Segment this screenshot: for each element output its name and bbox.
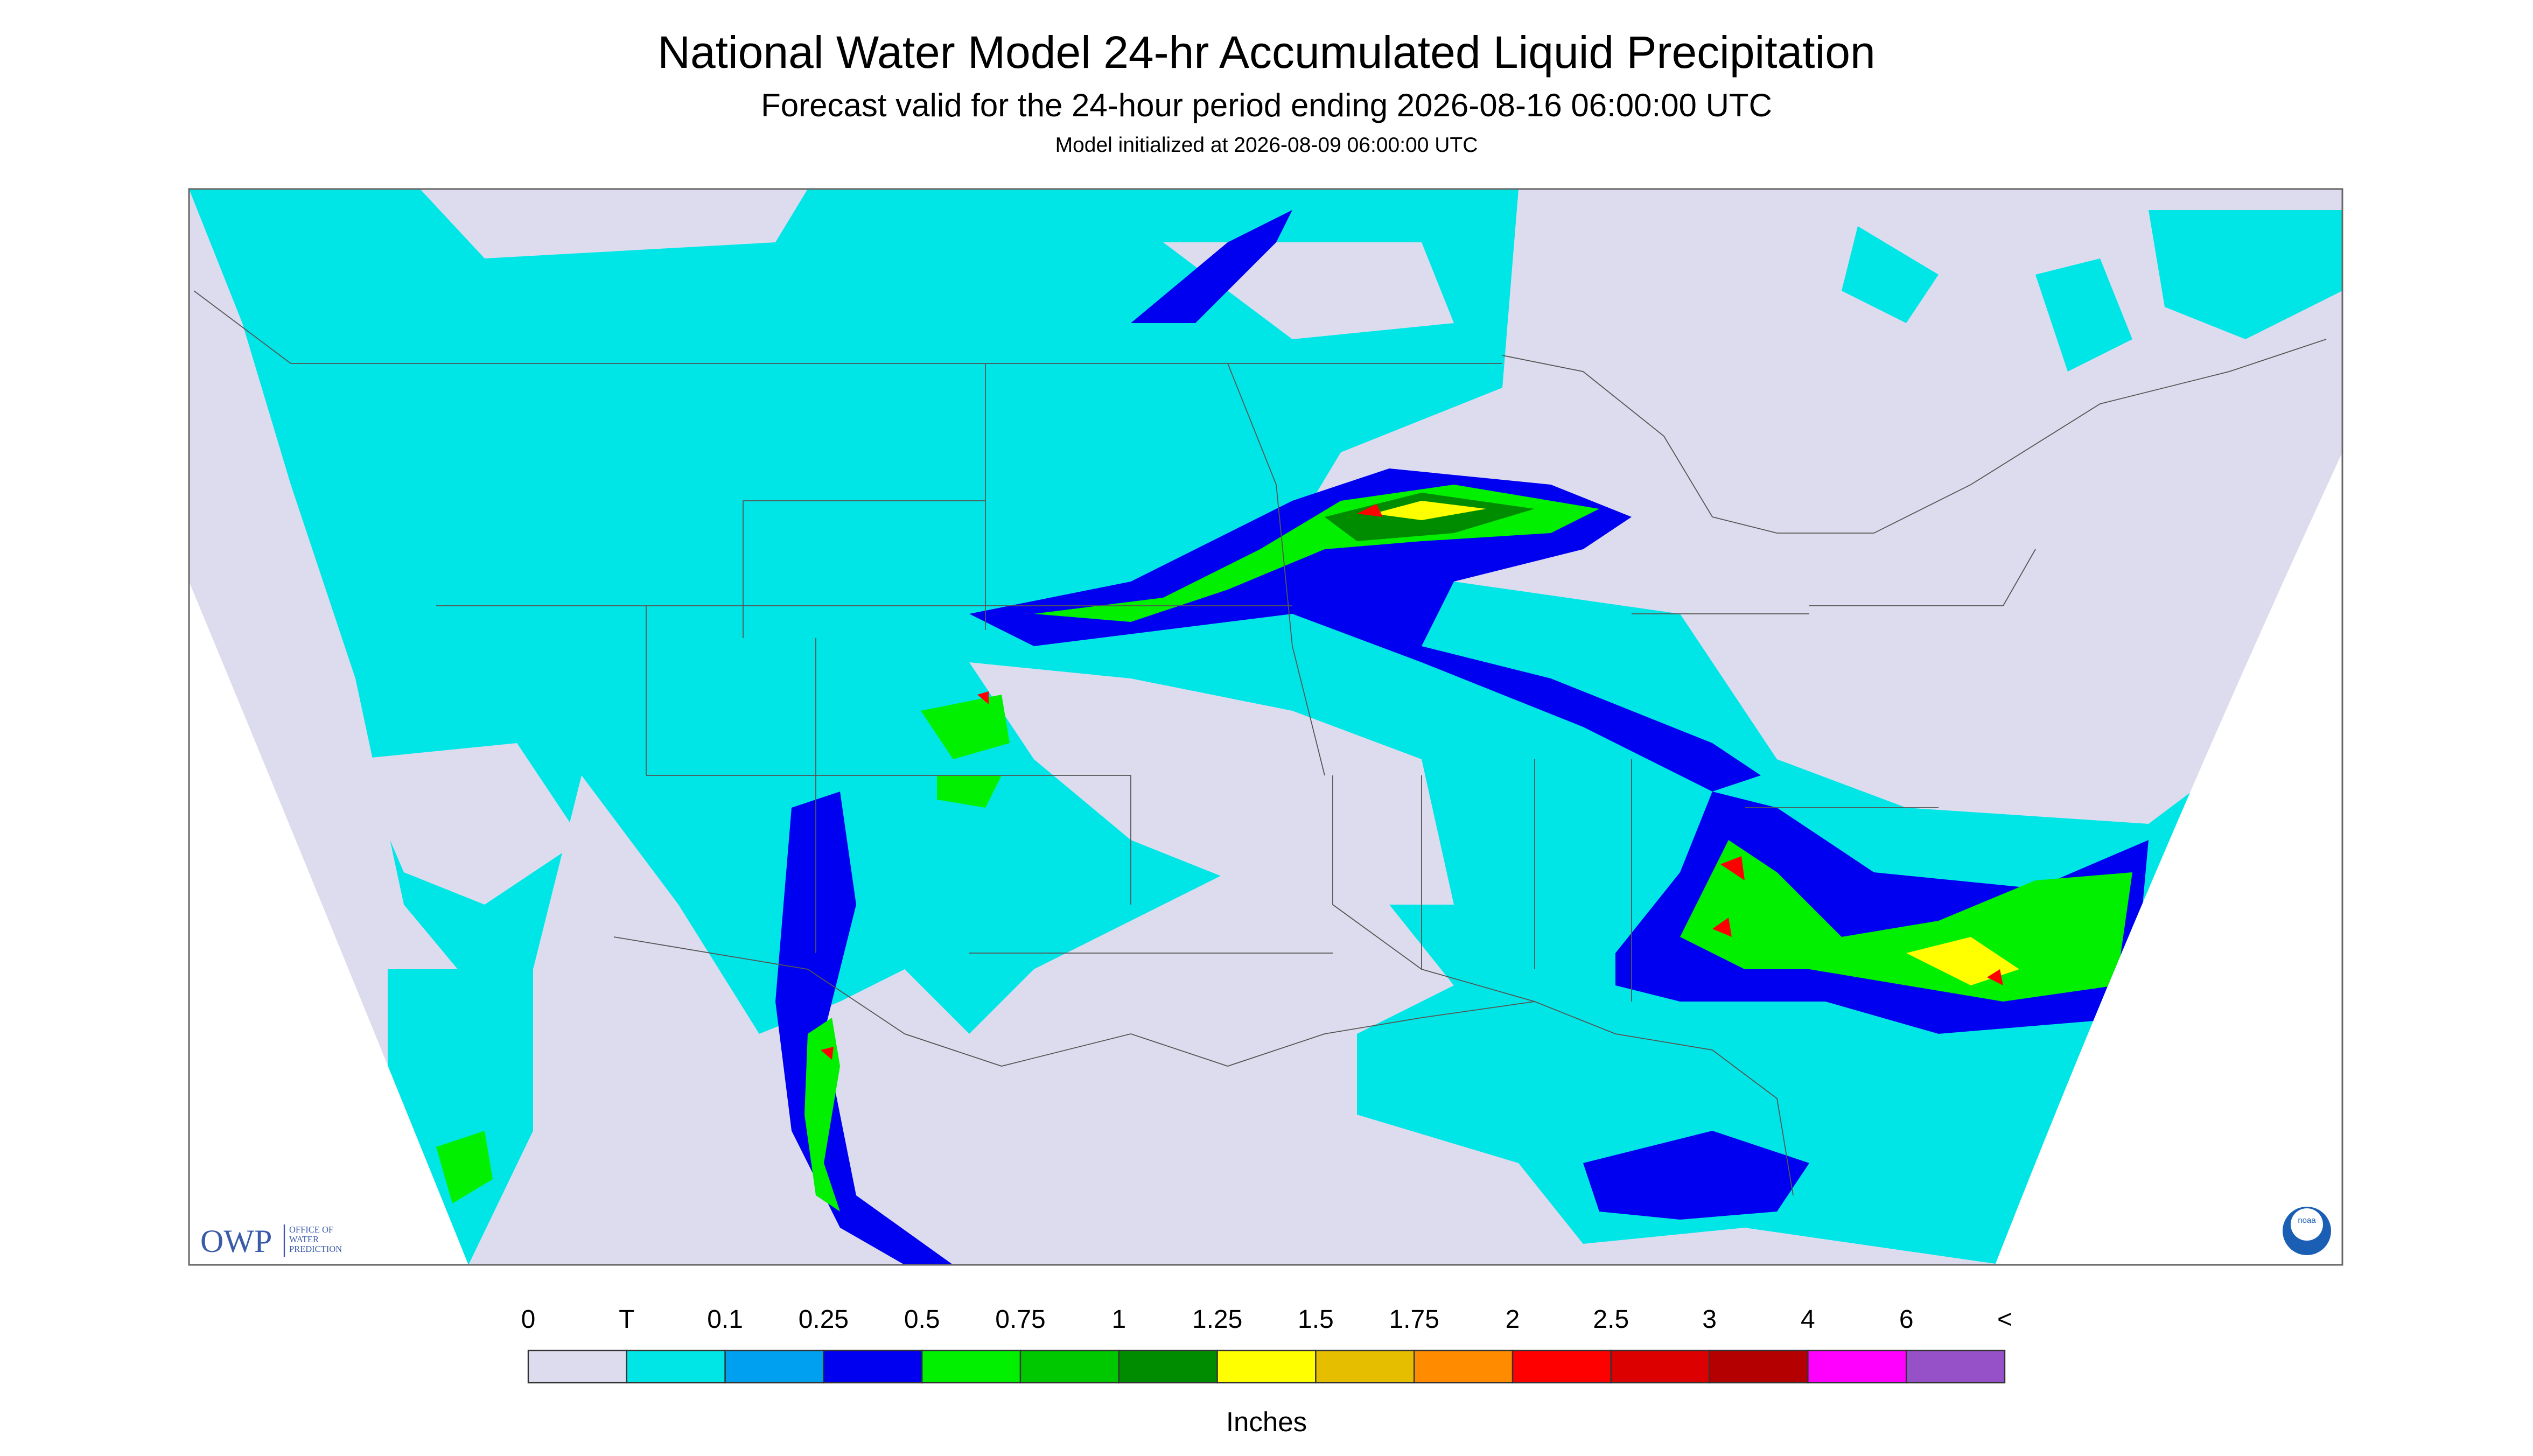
map-border [188, 188, 2343, 1266]
legend-label: 0.25 [799, 1305, 849, 1334]
legend-label: 6 [1899, 1305, 1914, 1334]
legend-label: 0.75 [995, 1305, 1045, 1334]
legend-swatch [1216, 1349, 1317, 1384]
legend-unit: Inches [1226, 1406, 1307, 1437]
legend-label: 0 [521, 1305, 536, 1334]
precip-field [189, 189, 2342, 1265]
logo-line: OFFICE OF [289, 1224, 333, 1235]
legend-label: 1.25 [1192, 1305, 1242, 1334]
logo-text: OWP [200, 1223, 272, 1259]
legend-label: 1.5 [1298, 1305, 1334, 1334]
legend-label: 4 [1801, 1305, 1815, 1334]
legend-label: 3 [1702, 1305, 1717, 1334]
legend-swatch [1610, 1349, 1710, 1384]
legend-label: 2 [1506, 1305, 1520, 1334]
legend-swatch [626, 1349, 726, 1384]
legend-swatch [527, 1349, 628, 1384]
legend-swatch [1315, 1349, 1415, 1384]
legend: 0 T 0.1 0.25 0.5 0.75 1 1.25 1.5 1.75 2 2.5 3 4 6 < [521, 1305, 2012, 1384]
boundaries [193, 290, 2327, 1196]
legend-swatch [1512, 1349, 1612, 1384]
legend-swatch [921, 1349, 1021, 1384]
map: OWP OFFICE OF WATER PREDICTION noaa [188, 188, 2343, 1266]
legend-swatch [1414, 1349, 1514, 1384]
subtitle: Forecast valid for the 24-hour period en… [761, 87, 1772, 123]
title: National Water Model 24-hr Accumulated L… [657, 27, 1875, 78]
legend-swatch [1118, 1349, 1218, 1384]
legend-swatch [1709, 1349, 1809, 1384]
init-note: Model initialized at 2026-08-09 06:00:00… [1055, 134, 1478, 157]
legend-label: 1 [1111, 1305, 1126, 1334]
legend-swatch [1019, 1349, 1120, 1384]
legend-label: 0.5 [904, 1305, 940, 1334]
noaa-text: noaa [2298, 1216, 2316, 1225]
legend-label: 0.1 [707, 1305, 743, 1334]
legend-swatch [1807, 1349, 1907, 1384]
legend-label: 1.75 [1389, 1305, 1439, 1334]
legend-swatch [823, 1349, 923, 1384]
legend-swatch [724, 1349, 824, 1384]
legend-swatch [1905, 1349, 2006, 1384]
logo-line: WATER [289, 1234, 319, 1244]
legend-label: < [1997, 1305, 2012, 1334]
logo-line: PREDICTION [289, 1244, 342, 1254]
legend-label: T [619, 1305, 634, 1334]
legend-label: 2.5 [1593, 1305, 1629, 1334]
